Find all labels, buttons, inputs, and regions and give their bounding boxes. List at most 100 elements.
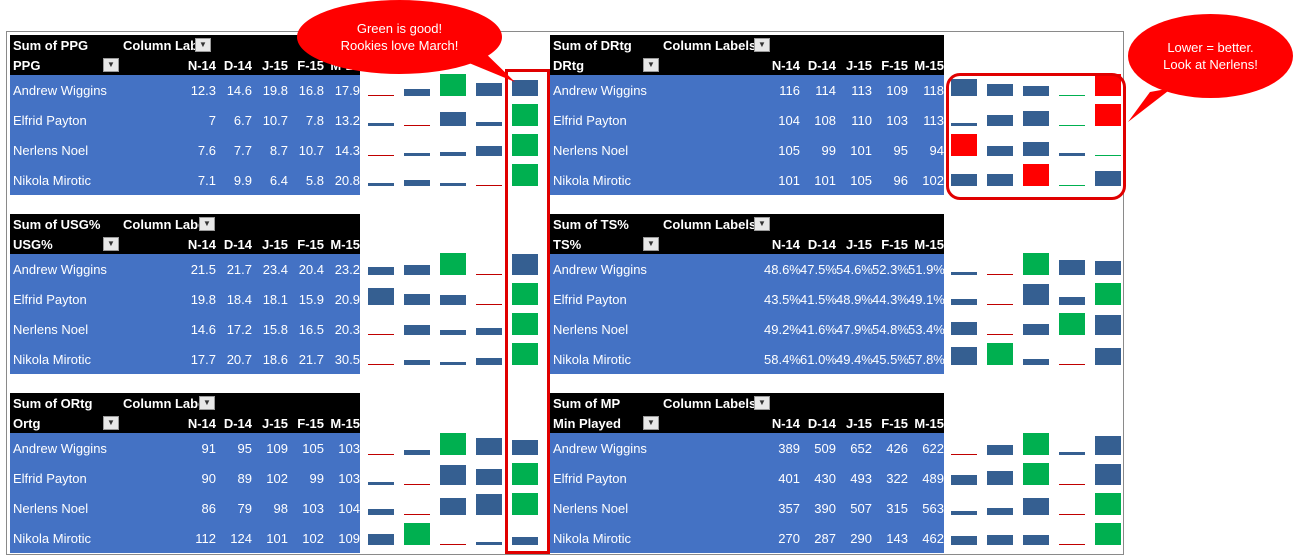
sparkline-min-marker (404, 484, 430, 485)
value-cell: 17.7 (190, 351, 216, 367)
value-cell: 103 (338, 440, 360, 456)
value-cell: 18.6 (262, 351, 288, 367)
table-row[interactable]: Elfrid Payton 104 108 110 103 113 (550, 105, 944, 135)
table-row[interactable]: Elfrid Payton 7 6.7 10.7 7.8 13.2 (10, 105, 360, 135)
value-cell: 14.6 (190, 321, 216, 337)
value-cell: 7.6 (197, 142, 216, 158)
sparkline-min-marker (1059, 364, 1085, 365)
month-header: D-14 (223, 57, 252, 73)
table-row[interactable]: Andrew Wiggins 116 114 113 109 118 (550, 75, 944, 105)
month-header: J-15 (845, 236, 872, 252)
callout-text-2: Look at Nerlens! (1163, 57, 1258, 72)
player-name: Nikola Mirotic (13, 530, 92, 546)
value-cell: 30.5 (334, 351, 360, 367)
table-row[interactable]: Nikola Mirotic 112 124 101 102 109 (10, 523, 360, 553)
player-name: Nerlens Noel (553, 500, 629, 516)
row-field-label: Ortg (13, 415, 41, 431)
sparkline-bar (368, 183, 394, 186)
table-row[interactable]: Nikola Mirotic 58.4% 61.0% 49.4% 45.5% 57.8% (550, 344, 945, 374)
table-row[interactable]: Nerlens Noel 105 99 101 95 94 (550, 135, 944, 165)
value-cell: 51.9% (908, 261, 945, 277)
sparkline-bar (476, 542, 502, 545)
sparkline-highlight-bar (1023, 433, 1049, 455)
value-cell: 652 (850, 440, 872, 456)
table-row[interactable]: Nikola Mirotic 101 101 105 96 102 (550, 165, 944, 195)
value-cell: 124 (230, 530, 252, 546)
value-cell: 7 (208, 112, 216, 128)
table-row[interactable]: Elfrid Payton 19.8 18.4 18.1 15.9 20.9 (10, 284, 360, 314)
row-filter-dropdown[interactable]: ▼ (103, 416, 119, 430)
sparkline-bar (951, 511, 977, 515)
row-filter-dropdown[interactable]: ▼ (643, 58, 659, 72)
column-filter-dropdown[interactable]: ▼ (195, 38, 211, 52)
value-cell: 290 (850, 530, 872, 546)
value-cell: 5.8 (305, 172, 324, 188)
sparkline-highlight-bar (512, 134, 538, 156)
table-row[interactable]: Nerlens Noel 7.6 7.7 8.7 10.7 14.3 (10, 135, 360, 165)
table-row[interactable]: Andrew Wiggins 389 509 652 426 622 (550, 433, 944, 463)
pivot-header-row: Sum of USG% Column Labe (10, 214, 360, 234)
sparkline-bar (1023, 111, 1049, 126)
value-cell: 401 (778, 470, 800, 486)
sparkline-bar (987, 445, 1013, 455)
table-row[interactable]: Nerlens Noel 357 390 507 315 563 (550, 493, 944, 523)
sparkline-bar (440, 362, 466, 365)
table-row[interactable]: Nikola Mirotic 7.1 9.9 6.4 5.8 20.8 (10, 165, 360, 195)
column-filter-dropdown[interactable]: ▼ (754, 217, 770, 231)
value-cell: 19.8 (190, 291, 216, 307)
column-labels-label: Column Labels (663, 395, 757, 411)
sparkline-bar (476, 469, 502, 485)
pivot-field-row: TS% ▼ N-14 D-14 J-15 F-15 M-15 (550, 234, 944, 254)
table-row[interactable]: Andrew Wiggins 48.6% 47.5% 54.6% 52.3% 51.9% (550, 254, 945, 284)
row-filter-dropdown[interactable]: ▼ (643, 416, 659, 430)
month-header: D-14 (223, 236, 252, 252)
table-row[interactable]: Nerlens Noel 86 79 98 103 104 (10, 493, 360, 523)
callout-text-1: Lower = better. (1167, 40, 1254, 55)
month-header: N-14 (771, 57, 800, 73)
sparkline-bar (1095, 315, 1121, 335)
column-filter-dropdown[interactable]: ▼ (754, 38, 770, 52)
row-filter-dropdown[interactable]: ▼ (643, 237, 659, 251)
column-filter-dropdown[interactable]: ▼ (199, 217, 215, 231)
sparkline-highlight-bar (404, 523, 430, 545)
column-filter-dropdown[interactable]: ▼ (199, 396, 215, 410)
sparkline-min-marker (440, 544, 466, 545)
row-filter-dropdown[interactable]: ▼ (103, 237, 119, 251)
sparkline-bar (1023, 284, 1049, 305)
table-row[interactable]: Elfrid Payton 401 430 493 322 489 (550, 463, 944, 493)
row-filter-dropdown[interactable]: ▼ (103, 58, 119, 72)
table-row[interactable]: Andrew Wiggins 91 95 109 105 103 (10, 433, 360, 463)
player-name: Nerlens Noel (13, 321, 89, 337)
row-field-label: Min Played (553, 415, 621, 431)
table-row[interactable]: Elfrid Payton 43.5% 41.5% 48.9% 44.3% 49.1% (550, 284, 945, 314)
sparkline-min-marker (404, 125, 430, 126)
value-cell: 49.2% (764, 321, 801, 337)
value-cell: 102 (922, 172, 944, 188)
value-cell: 12.3 (190, 82, 216, 98)
pivot-data: Andrew Wiggins 116 114 113 109 118 Elfrid Payt… (550, 75, 944, 195)
table-row[interactable]: Elfrid Payton 90 89 102 99 103 (10, 463, 360, 493)
value-cell: 52.3% (872, 261, 909, 277)
table-row[interactable]: Nerlens Noel 49.2% 41.6% 47.9% 54.8% 53.4% (550, 314, 945, 344)
value-cell: 14.6 (226, 82, 252, 98)
table-row[interactable]: Nikola Mirotic 17.7 20.7 18.6 21.7 30.5 (10, 344, 360, 374)
value-cell: 61.0% (800, 351, 837, 367)
month-header: F-15 (297, 236, 324, 252)
sparkline-bar (440, 295, 466, 305)
month-header: M-15 (330, 415, 360, 431)
table-row[interactable]: Nikola Mirotic 270 287 290 143 462 (550, 523, 944, 553)
table-row[interactable]: Andrew Wiggins 21.5 21.7 23.4 20.4 23.2 (10, 254, 360, 284)
table-row[interactable]: Nerlens Noel 14.6 17.2 15.8 16.5 20.3 (10, 314, 360, 344)
value-cell: 143 (886, 530, 908, 546)
pivot-header-row: Sum of MP Column Labels (550, 393, 944, 413)
table-row[interactable]: Andrew Wiggins 12.3 14.6 19.8 16.8 17.9 (10, 75, 360, 105)
column-filter-dropdown[interactable]: ▼ (754, 396, 770, 410)
value-cell: 116 (779, 82, 800, 98)
sparkline-bar (368, 509, 394, 515)
value-cell: 45.5% (872, 351, 909, 367)
sparkline-bar (951, 322, 977, 335)
value-cell: 23.2 (334, 261, 360, 277)
value-cell: 270 (778, 530, 800, 546)
value-cell: 8.7 (269, 142, 288, 158)
